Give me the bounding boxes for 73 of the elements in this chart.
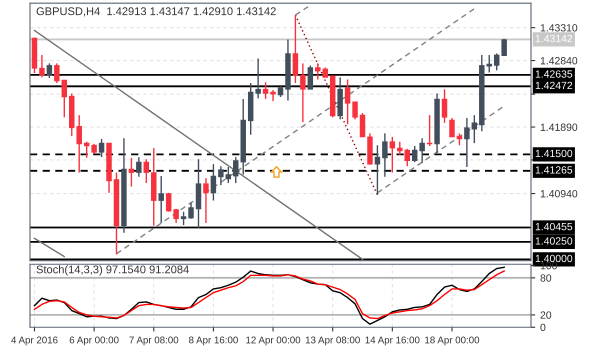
candlestick [412,145,418,163]
candlestick [442,88,448,124]
ref-line-label: 1.40000 [536,254,572,262]
candlestick [464,117,470,168]
y-tick-label: 1.40940 [540,190,578,198]
x-tick-label: 6 Apr 00:00 [70,336,119,346]
candlestick [382,132,388,178]
candlestick [203,177,209,224]
candlestick [46,62,52,79]
x-tick-label: 18 Apr 00:00 [425,336,480,346]
candlestick [419,138,425,164]
candlestick [501,38,507,56]
candlestick [84,141,90,159]
candlestick [166,192,172,212]
candlestick [397,141,403,156]
candlestick [360,112,366,138]
candlestick [188,202,194,220]
y-tick-label: 0 [540,324,546,332]
chart-title: Stoch(14,3,3) 97.1540 91.2084 [36,265,189,276]
ref-line-label: 1.41265 [536,166,572,174]
candlestick [308,64,314,90]
x-tick-label: 8 Apr 16:00 [188,336,238,346]
y-tick-label: 1.43310 [540,24,578,32]
x-tick-label: 7 Apr 08:00 [129,336,178,346]
candlestick [390,136,396,174]
candlestick [233,156,239,184]
y-tick-label: 1.41890 [540,124,578,131]
y-tick-label: 1.42840 [540,57,578,64]
candlestick [300,62,306,123]
candlestick [39,54,45,78]
candlestick [144,158,150,184]
candlestick [262,82,268,100]
ref-line-label: 1.40250 [536,237,572,245]
candlestick [494,52,500,72]
candlestick [270,89,276,102]
candlestick [315,62,321,80]
candlestick [128,157,134,188]
candlestick [218,166,224,186]
candlestick [278,84,284,98]
x-tick-label: 4 Apr 2016 [11,336,58,346]
x-tick-label: 14 Apr 16:00 [366,336,420,346]
candlestick [486,54,492,74]
candlestick [255,58,261,100]
candlestick [292,14,298,84]
ref-line-label: 1.41500 [536,150,572,158]
candlestick [456,132,462,146]
candlestick [226,166,232,184]
candlestick [404,148,410,167]
candlestick [344,78,350,125]
line-series [34,266,505,325]
candlestick [352,101,358,120]
candlestick [322,66,328,78]
candlestick [158,175,164,224]
candlestick [54,62,60,84]
ref-line-label: 1.40455 [536,222,572,230]
ref-line-label: 1.42472 [536,82,572,90]
candlestick [76,114,82,174]
ref-line-label: 1.42635 [536,70,572,78]
y-tick-label: 80 [540,274,552,282]
candlestick [472,114,478,144]
candlestick [210,163,216,202]
candlestick [180,211,186,226]
candlestick [91,143,97,154]
chart-title: GBPUSD,H4 1.42913 1.43147 1.42910 1.43142 [36,7,276,16]
candlestick [62,79,68,118]
candlestick [98,138,104,158]
candlestick [449,117,455,138]
candlestick [136,156,142,178]
y-tick-label: 20 [540,311,552,319]
x-tick-label: 12 Apr 00:00 [246,336,300,346]
x-tick-label: 13 Apr 08:00 [306,336,360,346]
candlestick [173,208,179,224]
candlestick [374,144,380,196]
